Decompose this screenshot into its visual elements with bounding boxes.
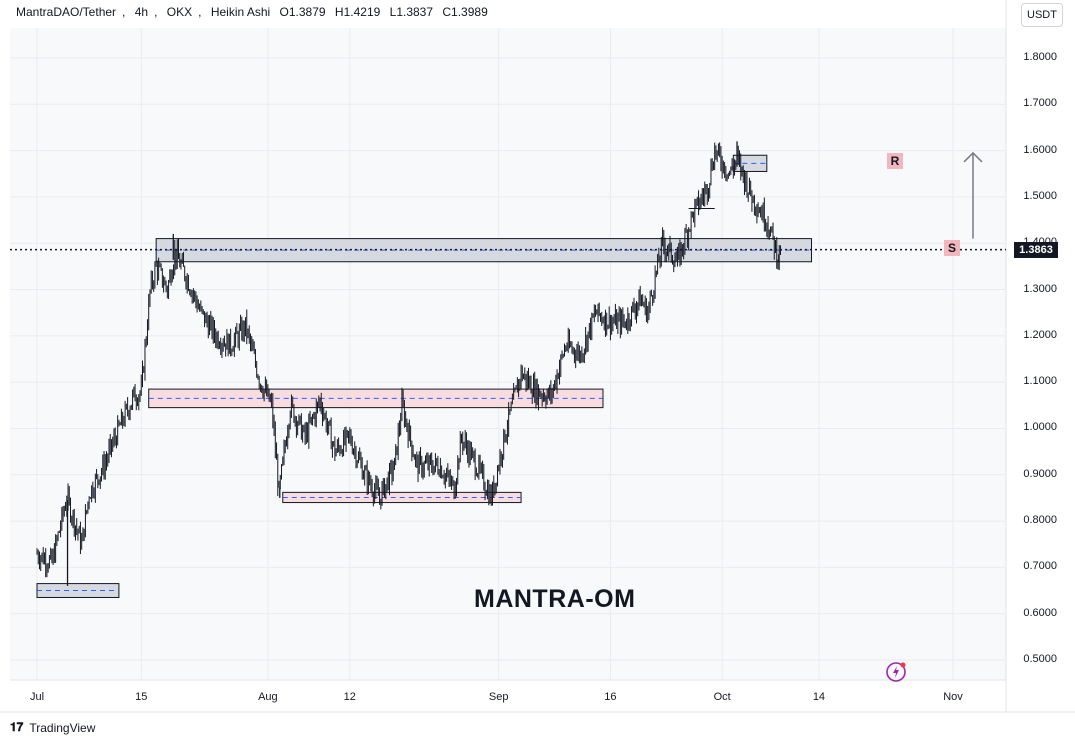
ohlc-low: L1.3837: [389, 5, 434, 19]
price-tick-label: 0.6000: [1023, 606, 1057, 619]
tradingview-logo-icon: 𝟏𝟕: [10, 720, 24, 734]
price-tick-label: 1.3000: [1023, 282, 1057, 295]
time-tick-label: 16: [604, 691, 617, 703]
chart-style[interactable]: Heikin Ashi: [210, 5, 271, 19]
price-tick-label: 0.8000: [1023, 514, 1057, 527]
price-tick-label: 0.9000: [1023, 467, 1057, 480]
ohlc-close: C1.3989: [442, 5, 488, 19]
tradingview-branding[interactable]: 𝟏𝟕 TradingView: [10, 720, 95, 735]
ohlc-open: O1.3879: [279, 5, 326, 19]
price-tick-label: 1.5000: [1023, 189, 1057, 202]
target-arrow-up-icon[interactable]: [963, 151, 983, 163]
symbol-header: MantraDAO/Tether, 4h, OKX, Heikin Ashi O…: [16, 5, 488, 19]
tradingview-label: TradingView: [29, 720, 96, 735]
support-label: S: [944, 240, 960, 256]
last-price-label: 1.3863: [1014, 242, 1058, 258]
resistance-label: R: [887, 153, 903, 169]
time-tick-label: Sep: [488, 691, 509, 703]
time-tick-label: 14: [812, 691, 826, 703]
price-tick-label: 0.5000: [1023, 653, 1057, 665]
ohlc-high: H1.4219: [334, 5, 381, 19]
price-tick-label: 1.6000: [1023, 143, 1057, 156]
time-tick-label: 15: [135, 691, 148, 703]
chart-title-annotation: MANTRA-OM: [474, 585, 636, 613]
price-tick-label: 1.7000: [1023, 97, 1057, 110]
time-tick-label: Nov: [943, 691, 963, 703]
time-tick-label: Jul: [29, 691, 45, 703]
exchange: OKX: [166, 5, 193, 19]
price-tick-label: 0.7000: [1023, 560, 1057, 573]
currency-button[interactable]: USDT: [1021, 3, 1063, 27]
price-tick-label: 1.1000: [1023, 375, 1057, 388]
interval[interactable]: 4h: [134, 5, 149, 19]
price-tick-label: 1.0000: [1023, 421, 1057, 434]
plot-area: [10, 28, 1006, 680]
price-tick-label: 1.8000: [1023, 51, 1057, 63]
time-tick-label: Aug: [258, 691, 278, 703]
lightning-alert-icon[interactable]: [885, 660, 909, 684]
time-tick-label: 12: [343, 691, 356, 703]
time-tick-label: Oct: [713, 691, 731, 703]
price-tick-label: 1.2000: [1023, 328, 1057, 341]
symbol-name[interactable]: MantraDAO/Tether: [16, 5, 117, 19]
